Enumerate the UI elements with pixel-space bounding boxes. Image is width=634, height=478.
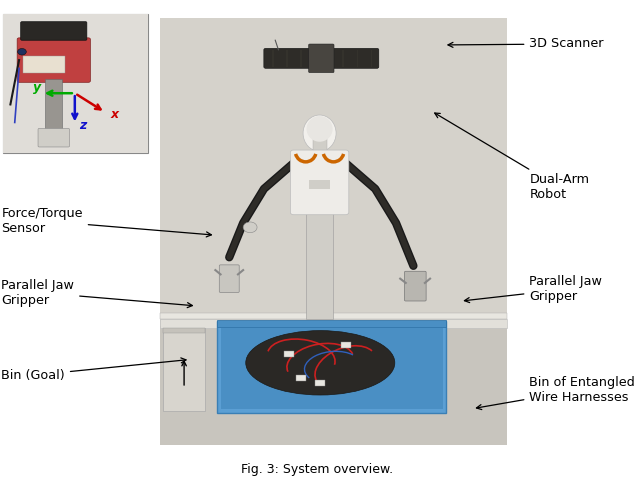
Bar: [163, 328, 205, 333]
Bar: [370, 50, 373, 67]
Bar: [306, 212, 333, 319]
FancyBboxPatch shape: [290, 150, 349, 215]
Bar: [23, 56, 65, 73]
FancyBboxPatch shape: [21, 22, 87, 40]
Text: 3D Scanner: 3D Scanner: [448, 37, 604, 51]
FancyBboxPatch shape: [404, 272, 426, 301]
Bar: [221, 328, 443, 409]
Text: z: z: [79, 119, 86, 132]
Bar: [328, 50, 330, 67]
FancyBboxPatch shape: [217, 321, 446, 413]
Ellipse shape: [246, 331, 395, 395]
FancyBboxPatch shape: [219, 265, 239, 293]
Bar: [286, 50, 288, 67]
Bar: [217, 320, 446, 326]
FancyBboxPatch shape: [17, 38, 91, 82]
Text: y: y: [33, 81, 41, 94]
Bar: [160, 319, 507, 328]
Bar: [283, 351, 294, 357]
Bar: [3, 14, 148, 153]
Bar: [301, 50, 302, 67]
Text: Parallel Jaw
Gripper: Parallel Jaw Gripper: [465, 275, 602, 303]
Text: Dual-Arm
Robot: Dual-Arm Robot: [435, 113, 590, 201]
Bar: [313, 136, 327, 152]
Ellipse shape: [243, 222, 257, 233]
Text: x: x: [111, 108, 119, 121]
Bar: [160, 313, 507, 319]
Bar: [272, 50, 274, 67]
FancyBboxPatch shape: [264, 48, 379, 68]
Text: Parallel Jaw
Gripper: Parallel Jaw Gripper: [1, 279, 192, 308]
Bar: [160, 326, 507, 445]
Text: Bin of Entangled
Wire Harnesses: Bin of Entangled Wire Harnesses: [476, 376, 634, 410]
Text: Force/Torque
Sensor: Force/Torque Sensor: [1, 207, 211, 237]
FancyBboxPatch shape: [163, 328, 205, 411]
Ellipse shape: [307, 116, 333, 142]
Text: Bin (Goal): Bin (Goal): [1, 358, 186, 382]
Bar: [342, 50, 344, 67]
Bar: [45, 79, 62, 146]
Bar: [356, 50, 358, 67]
Bar: [314, 50, 316, 67]
Bar: [315, 380, 325, 386]
Bar: [160, 18, 507, 445]
Ellipse shape: [303, 115, 336, 152]
Circle shape: [18, 48, 26, 55]
Bar: [3, 14, 148, 153]
Bar: [296, 375, 306, 381]
Bar: [340, 342, 351, 348]
Bar: [309, 180, 330, 189]
Text: Fig. 3: System overview.: Fig. 3: System overview.: [241, 463, 393, 476]
FancyBboxPatch shape: [38, 129, 70, 147]
Bar: [160, 18, 507, 326]
FancyBboxPatch shape: [309, 44, 334, 73]
